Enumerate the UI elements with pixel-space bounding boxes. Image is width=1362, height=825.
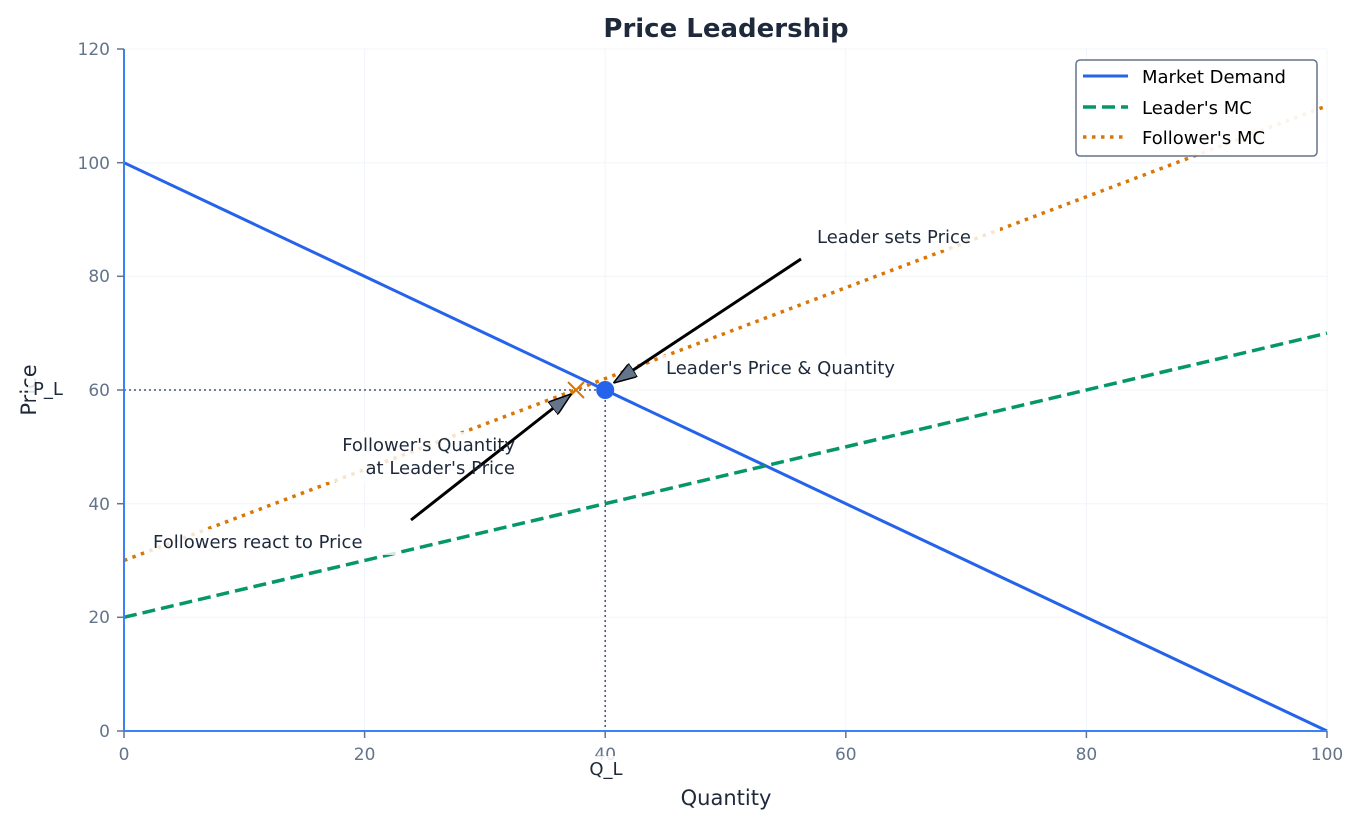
arrow-followers-react: [410, 395, 570, 522]
annotation-follower-quantity-line1: Follower's Quantity: [342, 435, 515, 456]
y-tick-label: 80: [88, 267, 110, 287]
x-tick-label: 100: [1311, 745, 1343, 765]
chart-title: Price Leadership: [603, 14, 848, 44]
y-tick-label: 20: [88, 608, 110, 628]
annotation-leader-sets-price: Leader sets Price: [817, 227, 971, 248]
annotation-followers-react: Followers react to Price: [153, 532, 363, 553]
legend-label-followers-mc: Follower's MC: [1142, 128, 1265, 149]
x-tick-label: 0: [119, 745, 130, 765]
p-l-label-bg: [28, 376, 68, 400]
legend-box: [1075, 59, 1318, 157]
legend: Market Demand Leader's MC Follower's MC: [1075, 59, 1318, 157]
x-tick-label: 80: [1076, 745, 1098, 765]
x-tick-label: 60: [835, 745, 857, 765]
q-l-label: Q_L: [589, 759, 622, 780]
annot-bg: [812, 224, 1000, 250]
y-tick-label: 60: [88, 381, 110, 401]
x-ticks: [123, 731, 1328, 738]
annot-bg: [310, 432, 520, 482]
y-tick-label: 40: [88, 495, 110, 515]
x-tick-labels: 0 20 40 60 80 100: [119, 745, 1344, 765]
annot-bg: [662, 355, 934, 381]
legend-label-market-demand: Market Demand: [1142, 67, 1286, 88]
q-l-label-bg: [585, 756, 627, 780]
series-leaders-mc: [123, 331, 1328, 620]
x-tick-label: 20: [354, 745, 376, 765]
y-tick-label: 100: [78, 154, 110, 174]
annotation-follower-quantity-line2: at Leader's Price: [366, 458, 515, 479]
series-followers-mc: [123, 104, 1328, 563]
annot-bg: [148, 529, 400, 555]
y-tick-label: 120: [78, 40, 110, 60]
y-ticks: [117, 48, 124, 732]
y-tick-label: 0: [99, 722, 110, 742]
annotation-leader-price-quantity: Leader's Price & Quantity: [666, 358, 895, 379]
leader-equilibrium-point: [596, 381, 615, 399]
series-market-demand: [123, 161, 1328, 733]
arrow-leader-sets-price: [615, 257, 802, 382]
p-l-label: P_L: [33, 379, 63, 400]
y-tick-labels: 0 20 40 60 80 100 120: [78, 40, 110, 742]
legend-label-leaders-mc: Leader's MC: [1142, 98, 1252, 119]
x-axis-label: Quantity: [681, 786, 772, 810]
